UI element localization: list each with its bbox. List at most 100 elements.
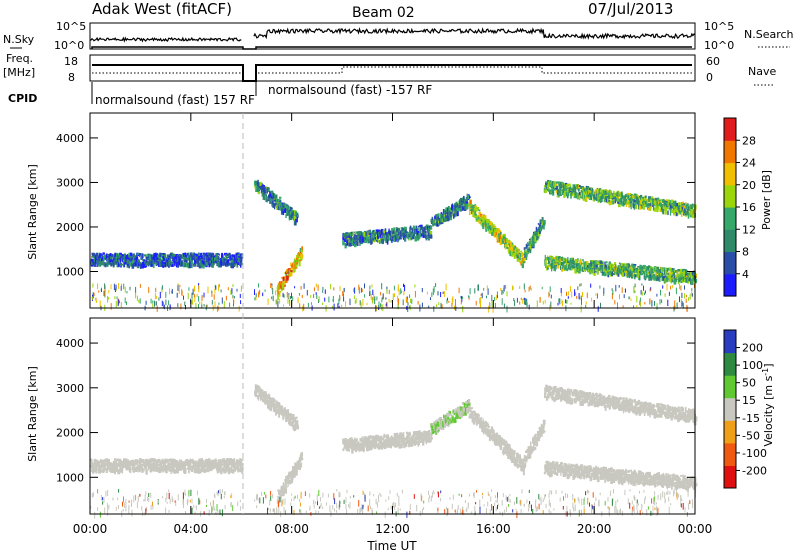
- noise-cell-511: [161, 285, 163, 290]
- scatter-cell-0-26-3: [117, 253, 120, 256]
- scatter-cell-3-44-4: [388, 228, 390, 234]
- scatter-cell-0-114-1: [210, 262, 212, 266]
- noise-cell-396: [322, 302, 324, 305]
- scatter-cell-7-129-0: [679, 205, 681, 208]
- scatter-cell-5-16-2: [485, 226, 488, 232]
- noise-cell-545: [187, 292, 189, 300]
- scatter-cell-5-11-4: [480, 213, 483, 217]
- scatter-cell-8-135-4: [685, 279, 688, 282]
- noise-cell-279: [255, 296, 257, 301]
- scatter-cell-5-22-3: [491, 232, 494, 236]
- noise-cell-469: [525, 298, 527, 302]
- noise-cell-454: [107, 295, 109, 303]
- scatter-cell-0-54-3: [146, 459, 149, 465]
- scatter-cell-0-143-3: [241, 254, 243, 257]
- scatter-cell-0-84-4: [178, 459, 181, 462]
- noise-cell-306: [369, 291, 371, 295]
- scatter-cell-0-47-3: [140, 461, 142, 467]
- scatter-cell-3-32-4: [376, 235, 378, 241]
- scatter-cell-1-23-2: [278, 408, 281, 414]
- scatter-cell-6-13-4: [538, 229, 540, 233]
- scatter-cell-6-11-2: [536, 235, 539, 241]
- scatter-cell-0-42-3: [134, 461, 136, 466]
- scatter-cell-0-115-4: [211, 253, 215, 259]
- noise-cell-178: [278, 284, 280, 290]
- scatter-cell-8-132-4: [682, 273, 685, 277]
- scatter-cell-4-22-4: [454, 202, 458, 208]
- scatter-cell-0-50-3: [143, 259, 145, 263]
- scatter-cell-8-73-4: [620, 263, 623, 267]
- noise-cell-335: [375, 305, 377, 312]
- scatter-cell-7-1-3: [545, 182, 547, 185]
- y-tick-label-1: 2000: [56, 221, 84, 234]
- scatter-cell-5-0-0: [469, 209, 471, 216]
- scatter-cell-0-33-2: [124, 261, 127, 265]
- scatter-cell-0-122-4: [218, 262, 220, 268]
- scatter-cell-7-43-3: [589, 190, 591, 193]
- scatter-cell-0-71-3: [165, 260, 167, 264]
- noise-cell-133: [487, 288, 489, 295]
- noise-cell-489: [577, 286, 579, 291]
- scatter-cell-6-1-2: [524, 251, 527, 256]
- freq-frame: [89, 54, 696, 82]
- scatter-cell-0-68-2: [161, 257, 165, 261]
- scatter-cell-4-34-0: [466, 193, 468, 196]
- scatter-cell-7-49-4: [595, 198, 598, 201]
- noise-cell-373: [580, 295, 582, 300]
- noise-cell-156: [150, 298, 152, 304]
- scatter-cell-5-8-4: [477, 218, 480, 222]
- scatter-cell-0-22-2: [113, 460, 116, 466]
- scatter-cell-7-100-4: [648, 196, 652, 199]
- noise-cell-233: [585, 301, 587, 305]
- scatter-cell-2-13-2: [290, 262, 292, 267]
- scatter-cell-0-137-3: [233, 255, 236, 261]
- scatter-cell-5-6-3: [474, 210, 476, 216]
- noise-cell-235: [279, 299, 281, 304]
- scatter-cell-0-76-3: [170, 260, 172, 264]
- scatter-cell-0-60-3: [153, 259, 156, 263]
- scatter-cell-6-7-0: [531, 242, 533, 248]
- scatter-cell-0-41-2: [133, 258, 136, 262]
- scatter-cell-1-30-1: [286, 204, 289, 206]
- scatter-cell-0-110-3: [205, 467, 208, 472]
- scatter-cell-8-74-4: [621, 272, 625, 277]
- noise-cell-271: [282, 283, 284, 286]
- scatter-cell-4-27-4: [458, 205, 462, 208]
- noise-cell-383: [194, 295, 196, 303]
- scatter-cell-8-12-3: [557, 264, 560, 269]
- scatter-cell-0-139-0: [236, 459, 239, 462]
- scatter-cell-7-104-4: [653, 204, 655, 210]
- scatter-cell-8-103-3: [652, 268, 655, 274]
- scatter-cell-7-121-4: [671, 199, 674, 202]
- scatter-cell-0-89-4: [184, 465, 186, 469]
- scatter-cell-5-16-4: [485, 222, 487, 228]
- scatter-cell-3-67-4: [412, 225, 416, 231]
- noise-cell-371: [397, 303, 399, 310]
- scatter-cell-3-46-2: [391, 233, 394, 238]
- nsearch-label: N.Search: [744, 28, 794, 41]
- scatter-cell-0-23-4: [114, 465, 116, 470]
- noise-cell-147: [366, 302, 368, 306]
- noise-cell-31: [600, 302, 601, 309]
- scatter-cell-7-141-4: [692, 210, 694, 215]
- scatter-cell-0-67-4: [160, 259, 163, 264]
- nsky-label: N.Sky: [3, 33, 35, 46]
- scatter-cell-0-104-4: [199, 257, 202, 261]
- scatter-cell-0-52-4: [145, 260, 147, 265]
- scatter-cell-3-64-4: [409, 225, 412, 230]
- scatter-cell-0-86-4: [180, 460, 182, 466]
- scatter-cell-7-41-2: [587, 186, 590, 191]
- scatter-cell-8-90-4: [638, 274, 641, 277]
- noise-cell-142: [501, 298, 503, 305]
- scatter-cell-7-96-1: [644, 195, 647, 199]
- scatter-cell-0-134-3: [230, 262, 233, 268]
- scatter-cell-7-138-3: [689, 204, 693, 207]
- scatter-cell-6-18-4: [542, 220, 546, 224]
- scatter-cell-8-121-3: [671, 278, 674, 283]
- scatter-cell-3-83-3: [429, 231, 433, 235]
- scatter-cell-8-59-1: [605, 270, 609, 274]
- colorbar-tick-label-5: 24: [742, 157, 756, 170]
- scatter-cell-0-93-0: [187, 252, 190, 256]
- noise-cell-382: [480, 293, 482, 296]
- scatter-cell-0-6-3: [96, 255, 99, 260]
